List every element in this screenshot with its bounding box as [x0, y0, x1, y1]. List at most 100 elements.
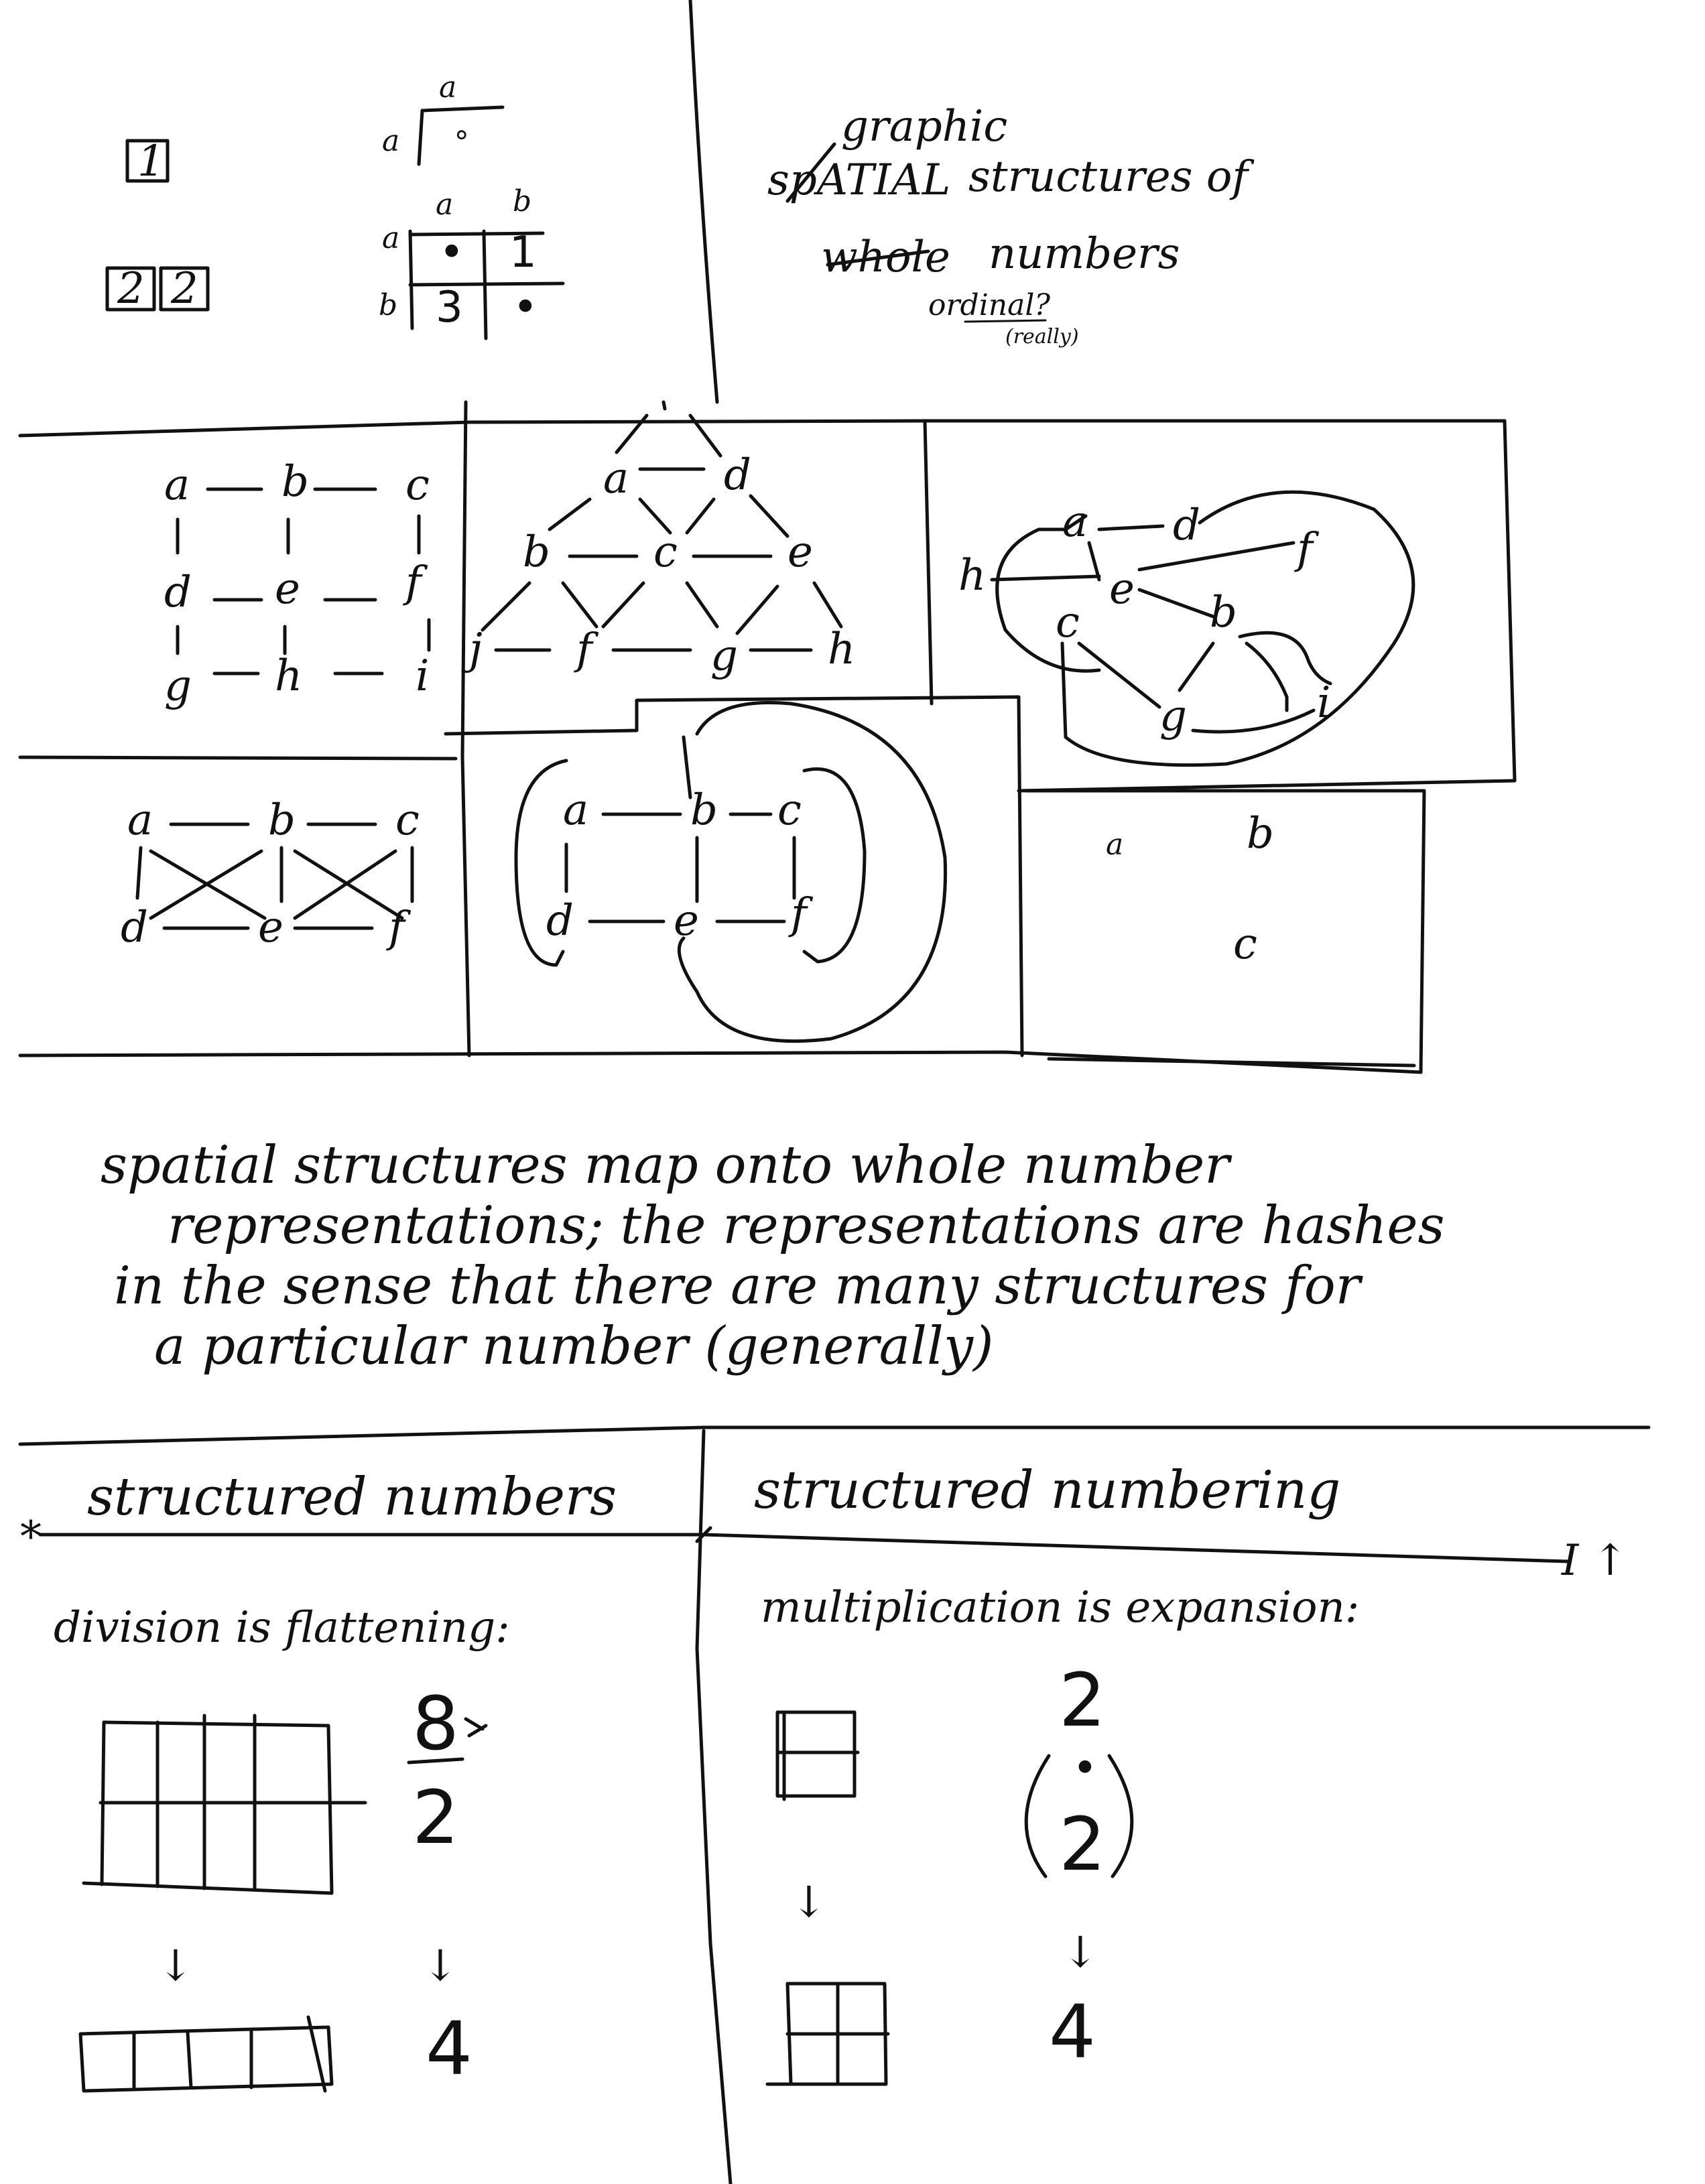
graph-with-loops: a b c d e f	[514, 700, 948, 1043]
g2-node-g: g	[710, 631, 738, 681]
g1-node-a: a	[164, 460, 190, 510]
paragraph-line-4: a particular number (generally)	[154, 1316, 993, 1376]
g3-node-e: e	[1109, 564, 1135, 614]
paragraph: spatial structures map onto whole number…	[101, 1135, 1445, 1376]
ab-table-cell-ba: 3	[436, 283, 463, 332]
g3-node-b: b	[1210, 588, 1237, 637]
g5-node-a: a	[563, 785, 588, 835]
g1-node-g: g	[164, 661, 192, 711]
title-note: ordinal?	[928, 288, 1050, 322]
small-table-row: a	[382, 124, 399, 158]
g5-node-c: c	[777, 785, 802, 835]
paragraph-line-2: representations; the representations are…	[168, 1196, 1445, 1256]
bl-fraction-bottom: 2	[412, 1775, 459, 1860]
br-arrow-left: ↓	[791, 1878, 827, 1927]
ab-table: a b a b • 1 3 •	[379, 184, 565, 340]
g2-node-a: a	[603, 454, 629, 503]
g2-node-d: d	[724, 450, 751, 500]
g4-node-c: c	[395, 795, 420, 845]
g2-node-f: f	[574, 625, 599, 674]
bl-fraction-bar	[407, 1757, 464, 1764]
g6-node-b: b	[1247, 809, 1274, 858]
g5-node-f: f	[788, 889, 814, 939]
g1-node-c: c	[405, 460, 430, 510]
br-paren-right	[1107, 1754, 1134, 1878]
title-struck-word: spATIAL	[767, 155, 950, 205]
grid-2x1	[775, 1710, 860, 1801]
graph-three-nodes: a b c	[1106, 809, 1274, 969]
br-subheading: multiplication is expansion:	[761, 1583, 1359, 1632]
ab-table-cell-bb: •	[513, 283, 538, 332]
ab-table-col-a: a	[436, 188, 453, 222]
g1-node-f: f	[403, 558, 428, 607]
g3-node-c: c	[1056, 598, 1080, 647]
br-expr-dot: •	[1072, 1744, 1098, 1793]
title-line1-rest: structures of	[968, 152, 1255, 202]
structured-numbering-section: structured numbering I ↑ multiplication …	[754, 1460, 1628, 2086]
ab-table-row-b: b	[379, 288, 397, 322]
br-arrow-right: ↓	[1062, 1928, 1098, 1978]
bl-subheading: division is flattening:	[54, 1603, 510, 1653]
g2-node-e: e	[787, 527, 813, 577]
box-two-b-label: 2	[170, 264, 198, 314]
box-one	[125, 139, 170, 183]
small-table-cell: ∘	[452, 117, 471, 151]
g4-node-b: b	[268, 795, 296, 845]
g1-node-h: h	[275, 651, 302, 701]
br-heading: structured numbering	[754, 1460, 1340, 1521]
br-expr-top: 2	[1059, 1657, 1106, 1743]
page-dividers	[18, 0, 1651, 2184]
g6-node-c: c	[1233, 919, 1257, 969]
bl-star: *	[20, 1513, 42, 1562]
bl-fraction-top: 8	[412, 1681, 459, 1767]
g3-node-h: h	[958, 551, 986, 600]
top-left-section: 1 2 2 a a ∘ a b a b • 1 3 •	[105, 70, 565, 340]
graph-triangle-lattice: a d b c e j f g h	[461, 400, 855, 681]
graph-crossed: a b c d e f	[121, 795, 420, 952]
g1-node-e: e	[275, 564, 300, 614]
grid-1x4	[78, 2015, 334, 2093]
g2-node-h: h	[828, 625, 855, 674]
title-insert: graphic	[841, 102, 1007, 151]
small-table-col: a	[439, 70, 456, 105]
box-two-a	[105, 266, 156, 312]
paragraph-line-1: spatial structures map onto whole number	[101, 1135, 1233, 1196]
g1-node-b: b	[281, 457, 309, 507]
bl-result: 4	[426, 2006, 472, 2092]
paragraph-line-3: in the sense that there are many structu…	[114, 1256, 1364, 1316]
ab-table-col-b: b	[513, 184, 531, 218]
ab-table-cell-ab: 1	[509, 228, 537, 277]
g1-node-i: i	[416, 651, 429, 701]
graph-grid-3x3: a b c d e f g h i	[164, 457, 431, 711]
graph-panels	[444, 400, 1517, 1074]
g3-node-d: d	[1173, 501, 1200, 550]
grid-2x4	[82, 1714, 367, 1895]
graph-tangled: a d h e f c b g i	[958, 490, 1415, 767]
box-one-label: 1	[137, 137, 165, 186]
br-expr-bottom: 2	[1059, 1801, 1106, 1887]
title-note-sub: (really)	[1005, 325, 1079, 348]
grid-2x2	[765, 1982, 890, 2086]
bl-arrow-left: ↓	[157, 1941, 194, 1991]
g2-node-c: c	[653, 527, 678, 577]
g5-node-d: d	[546, 896, 574, 946]
small-table: a a ∘	[382, 70, 505, 166]
box-two-b	[159, 266, 210, 312]
title-line2-rest: numbers	[989, 229, 1180, 279]
g5-node-e: e	[674, 896, 699, 946]
g2-node-b: b	[523, 527, 550, 577]
ab-table-cell-aa: •	[439, 228, 464, 277]
top-right-title: graphic spATIAL structures of whole numb…	[767, 102, 1255, 348]
g5-node-b: b	[690, 785, 718, 835]
structured-numbers-section: structured numbers * division is flatten…	[20, 1467, 617, 2093]
g4-node-d: d	[121, 903, 148, 952]
br-ellipsis: I ↑	[1561, 1536, 1628, 1586]
ab-table-row-a: a	[382, 221, 399, 255]
box-two-a-label: 2	[117, 264, 145, 314]
g3-node-g: g	[1159, 692, 1187, 741]
bl-arrow-right: ↓	[422, 1941, 458, 1991]
bl-scribble	[464, 1717, 488, 1738]
g1-node-d: d	[164, 568, 192, 617]
br-result: 4	[1049, 1989, 1096, 2075]
